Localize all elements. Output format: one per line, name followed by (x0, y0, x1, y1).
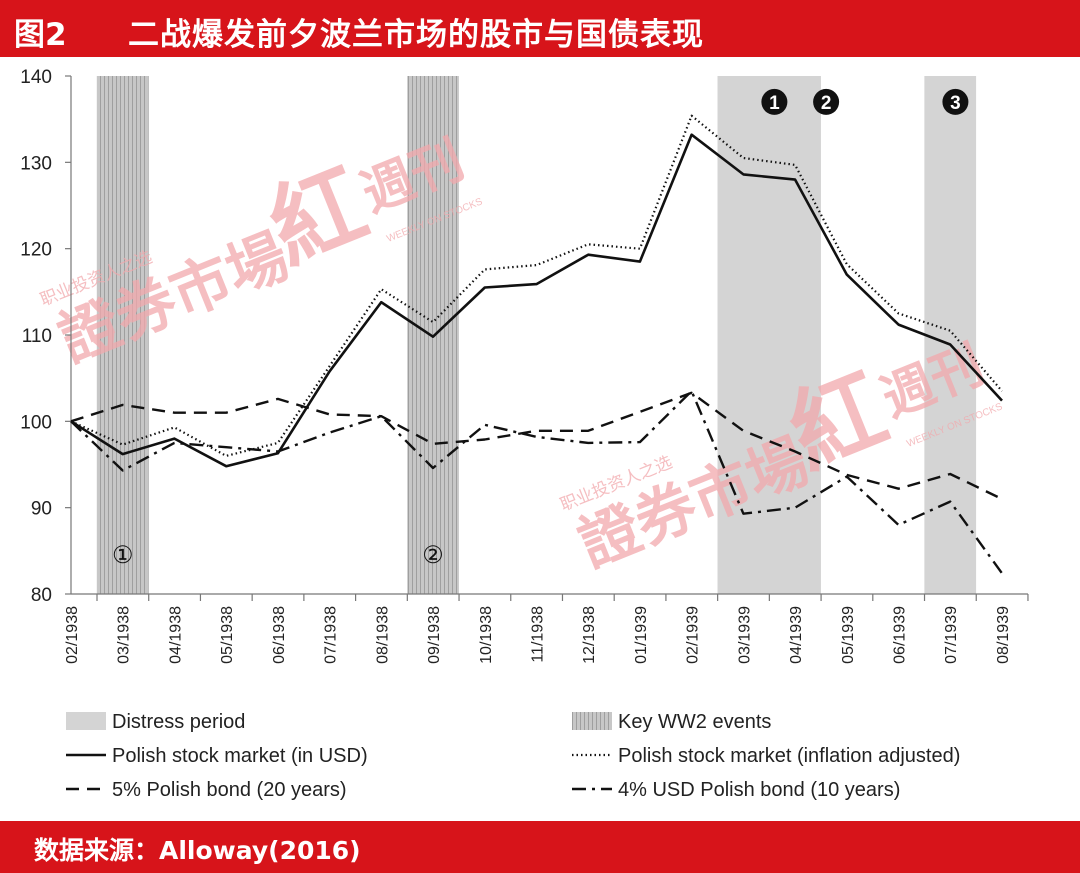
y-tick-label: 140 (20, 67, 52, 88)
key-event-label-2: ② (422, 542, 444, 569)
x-tick-label: 02/1939 (685, 606, 702, 664)
series-line-1 (70, 133, 1003, 468)
series-line-4 (70, 389, 1003, 575)
legend-label: Distress period (112, 711, 245, 733)
header-banner: 图2 二战爆发前夕波兰市场的股市与国债表现 (0, 0, 1080, 57)
distress-marker-2 (813, 88, 840, 115)
x-tick-label: 08/1938 (374, 606, 391, 664)
source-note: 数据来源：Alloway(2016) (34, 836, 361, 865)
legend-label: 4% USD Polish bond (10 years) (618, 779, 900, 801)
x-tick-label: 03/1939 (736, 606, 753, 664)
x-tick-label: 12/1938 (581, 606, 598, 664)
x-tick-label: 02/1938 (64, 606, 81, 664)
y-tick-label: 100 (20, 412, 52, 433)
x-tick-label: 07/1938 (323, 606, 340, 664)
chart-title: 二战爆发前夕波兰市场的股市与国债表现 (128, 17, 704, 53)
figure-label: 图2 (14, 17, 67, 53)
legend-swatch-events (572, 712, 612, 730)
watermark-main: 證券市場 (50, 222, 298, 374)
distress-band-1 (717, 76, 821, 594)
y-tick-label: 80 (31, 585, 52, 606)
x-tick-label: 06/1939 (892, 606, 909, 664)
x-tick-label: 08/1939 (995, 606, 1012, 664)
x-tick-label: 07/1939 (943, 606, 960, 664)
distress-marker-label-1: 1 (769, 93, 780, 114)
distress-marker-3 (942, 88, 969, 115)
legend-label: Polish stock market (in USD) (112, 745, 368, 767)
x-tick-label: 05/1939 (840, 606, 857, 664)
x-tick-label: 04/1938 (167, 606, 184, 664)
key-event-band-1 (96, 76, 149, 594)
legend-swatch-distress (66, 712, 106, 730)
series-line-3 (70, 391, 1003, 501)
distress-marker-1 (761, 88, 788, 115)
distress-marker-label-3: 3 (950, 93, 961, 114)
legend-label: 5% Polish bond (20 years) (112, 779, 347, 801)
x-tick-label: 03/1938 (116, 606, 133, 664)
legend-label: Polish stock market (inflation adjusted) (618, 745, 960, 767)
y-tick-label: 90 (31, 499, 52, 520)
y-tick-label: 110 (22, 326, 52, 347)
legend-label: Key WW2 events (618, 711, 771, 733)
x-tick-label: 04/1939 (788, 606, 805, 664)
y-tick-label: 120 (20, 240, 52, 261)
x-tick-label: 01/1939 (633, 606, 650, 664)
x-tick-label: 09/1938 (426, 606, 443, 664)
distress-band-2 (924, 76, 977, 594)
legend: Distress period Key WW2 events Polish stoc… (66, 711, 960, 801)
key-event-label-1: ① (112, 542, 134, 569)
y-tick-label: 130 (20, 153, 52, 174)
distress-marker-label-2: 2 (821, 93, 832, 114)
footer-banner: 数据来源：Alloway(2016) (0, 821, 1080, 873)
x-tick-label: 10/1938 (478, 606, 495, 664)
x-tick-label: 11/1938 (529, 606, 546, 663)
x-tick-label: 06/1938 (271, 606, 288, 664)
x-tick-label: 05/1938 (219, 606, 236, 664)
